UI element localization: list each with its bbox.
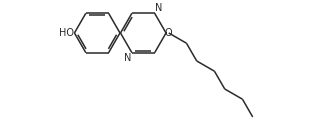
Text: N: N [155, 3, 162, 13]
Text: O: O [164, 28, 172, 38]
Text: N: N [124, 53, 131, 63]
Text: HO: HO [58, 28, 74, 38]
